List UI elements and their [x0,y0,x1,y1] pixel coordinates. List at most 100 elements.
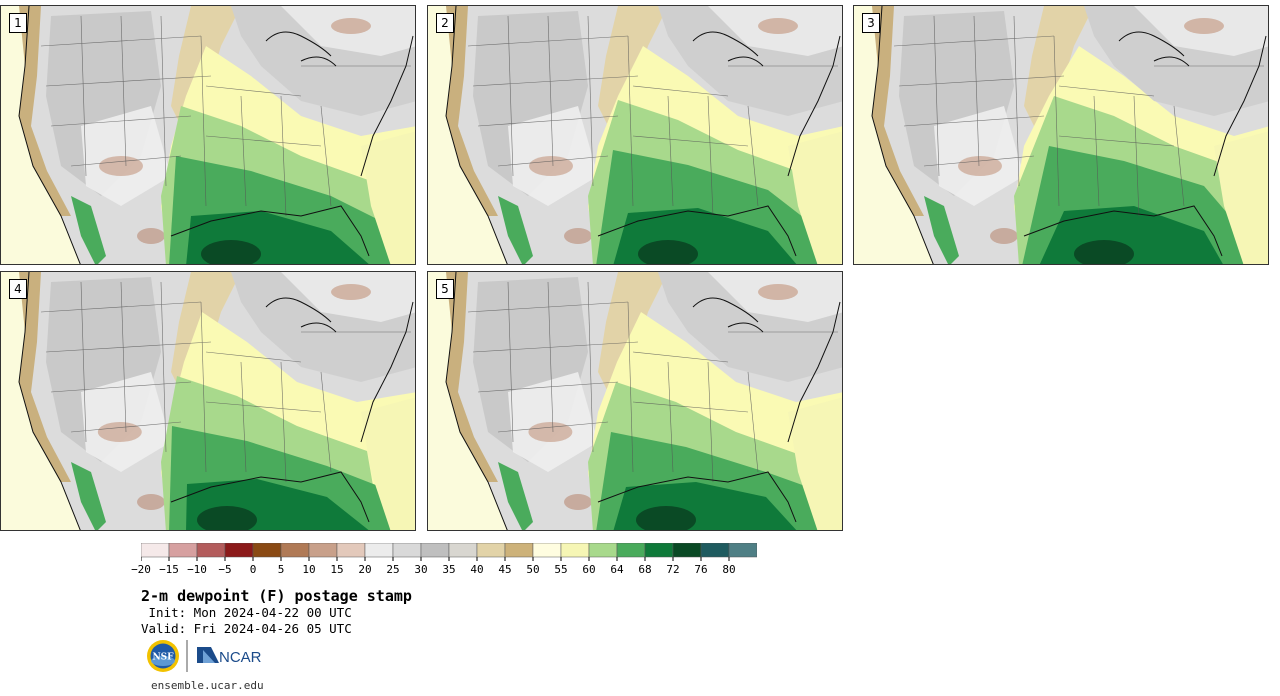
west-coast-band [19,6,71,216]
map-panel-4: 4 [0,271,416,531]
colorbar-tick-label: 20 [358,563,372,576]
colorbar-tick-label: −10 [187,563,207,576]
colorbar-swatch [420,543,450,558]
colorbar-tick-label: 50 [526,563,540,576]
coastlines [871,6,1267,264]
colorbar-swatch [588,543,618,558]
state-border-line [587,15,594,187]
state-border-line [205,401,322,413]
colorbar-swatch [336,543,366,558]
colorbar-tick-label: 10 [302,563,316,576]
colorbar-tick-label: 55 [554,563,568,576]
colorbar-swatch [616,543,646,558]
colorbar-tick-label: 25 [386,563,400,576]
west-coast-band [446,272,498,482]
southwest-dry-area [934,106,1024,206]
pacific-ocean [428,6,508,264]
southwest-dry-area [81,372,171,472]
state-border-line [507,15,514,177]
dry-patch [990,228,1018,244]
member-number-label: 5 [436,279,454,299]
state-border-line [507,281,514,443]
map-panel-2: 2 [427,5,843,265]
state-border-line [120,15,127,167]
state-border-line [160,281,167,453]
plot-title: 2-m dewpoint (F) postage stamp [141,587,412,605]
state-border-line [240,361,247,473]
dry-patch [99,156,143,176]
state-borders [893,15,1264,217]
state-border-line [547,281,554,433]
valid-time: Valid: Fri 2024-04-26 05 UTC [141,621,352,636]
state-border-line [200,301,207,473]
colorbar-tick-label: 30 [414,563,428,576]
colorbar-swatch [280,543,310,558]
state-border-line [632,85,729,97]
colorbar-swatch [728,543,757,558]
state-border-line [50,115,192,127]
west-coastline [445,6,508,264]
pacific-ocean [1,6,81,264]
atlantic-moisture [788,397,842,530]
plains-band [1024,6,1094,136]
baja-moisture [71,462,106,530]
colorbar-swatch [700,543,730,558]
gulf-coastline [597,471,797,523]
logos: NSF NCAR [147,640,262,672]
southwest-dry-area [508,106,598,206]
west-coast-band [446,6,498,216]
colorbar-tick-label: 64 [610,563,624,576]
state-borders [467,281,838,483]
state-border-line [280,95,287,217]
state-border-line [1058,135,1175,147]
dry-patch [958,156,1002,176]
dewpoint-map [1,272,415,530]
colorbar-swatch [364,543,394,558]
colorbar-swatch [672,543,702,558]
state-border-line [903,115,1045,127]
dry-patch [564,228,592,244]
dry-patch [758,18,798,34]
state-border-line [632,351,729,363]
atlantic-moisture [788,131,842,264]
atlantic-moisture [361,131,415,264]
colorbar-swatch [476,543,506,558]
gulf-coastline [597,205,797,257]
colorbar-swatch [532,543,562,558]
colorbar-tick-label: 60 [582,563,596,576]
gulf-core [636,506,696,530]
southwest-dry-area [81,106,171,206]
dewpoint-map [854,6,1268,264]
dry-patch [529,156,573,176]
coastlines [18,6,414,264]
pacific-ocean [1,272,81,530]
atlantic-moisture [1214,131,1268,264]
state-border-line [898,75,1065,87]
state-border-line [240,95,247,207]
west-coastline [18,6,81,264]
state-border-line [472,341,639,353]
state-border-line [45,341,212,353]
gulf-coastline [1023,205,1223,257]
state-border-line [1173,105,1185,207]
state-border-line [320,371,332,473]
colorbar-swatch [224,543,254,558]
gulf-core [638,240,698,264]
map-canvas [854,6,1268,264]
state-border-line [547,15,554,167]
state-border-line [80,15,87,177]
init-time: Init: Mon 2024-04-22 00 UTC [141,605,352,620]
colorbar-tick-label: 68 [638,563,652,576]
dry-patch [137,228,165,244]
state-border-line [200,35,207,207]
east-coastline [360,35,414,177]
great-lakes-outline [1118,31,1190,67]
map-canvas [428,6,842,264]
colorbar-swatch [448,543,478,558]
colorbar-tick-label: 80 [722,563,736,576]
state-borders [40,281,411,483]
state-borders [40,15,411,217]
state-border-line [707,361,714,483]
colorbar-tick-label: 40 [470,563,484,576]
state-border-line [205,85,302,97]
